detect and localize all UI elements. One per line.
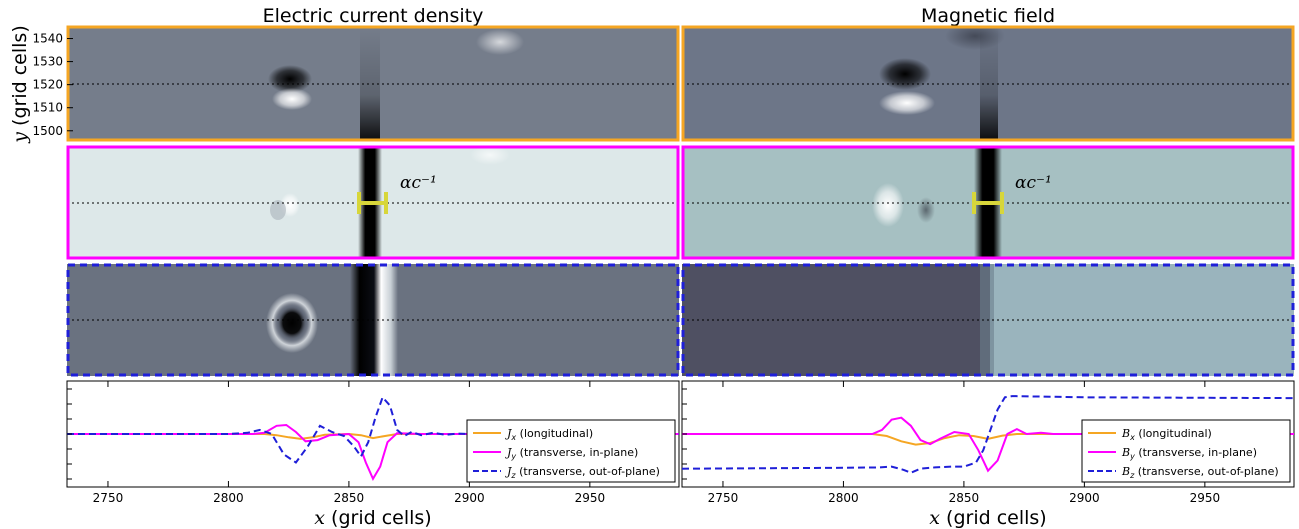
legend-symbol: J: [505, 465, 512, 478]
y-axis: 1500 1510 1520 1530 1540: [32, 32, 73, 138]
annotation-alpha-left: αc⁻¹: [400, 173, 437, 193]
x-tick-label: 2950: [575, 491, 606, 505]
series-line-y: [682, 416, 1294, 473]
legend-subscript: x: [510, 433, 516, 442]
x-axis-unit-right: (grid cells): [946, 507, 1047, 529]
legend-label: Bz (transverse, out-of-plane): [1121, 465, 1279, 480]
x-tick-label: 2750: [708, 491, 739, 505]
legend-label: Jx (longitudinal): [505, 427, 593, 442]
legend-label: By (transverse, in-plane): [1121, 446, 1257, 461]
y-tick-label: 1530: [32, 55, 63, 69]
legend-b: Bx (longitudinal)By (transverse, in-plan…: [1081, 419, 1291, 483]
plot-j-axes: 2750 2800 2850 2900 2950: [67, 381, 605, 505]
series-line-x: [682, 433, 1294, 446]
border-jz: [66, 263, 680, 377]
x-tick-label: 2900: [454, 491, 485, 505]
x-tick-label: 2900: [1069, 491, 1100, 505]
y-tick-label: 1510: [32, 101, 63, 115]
legend-symbol: B: [1121, 465, 1130, 478]
border-jx: [66, 25, 680, 142]
annotation-alpha-right: αc⁻¹: [1015, 173, 1052, 193]
title-right: Magnetic field: [921, 5, 1055, 27]
x-tick-label: 2800: [828, 491, 859, 505]
border-by: [681, 145, 1295, 260]
legend-subscript: z: [1129, 471, 1135, 480]
plot-b: [682, 395, 1294, 474]
x-axis-var-left: x: [314, 507, 325, 529]
border-jy: [66, 145, 680, 260]
x-tick-label: 2800: [213, 491, 244, 505]
legend-box: [1081, 419, 1291, 483]
x-tick-label: 2850: [334, 491, 365, 505]
border-bz: [681, 263, 1295, 377]
y-tick-label: 1500: [32, 124, 63, 138]
y-tick-label: 1520: [32, 78, 63, 92]
x-axis-label-left: x (grid cells): [314, 507, 431, 529]
legend-subscript: x: [1129, 433, 1135, 442]
heatmap-bx: [682, 26, 1294, 141]
legend-subscript: z: [510, 471, 516, 480]
x-tick-label: 2750: [93, 491, 124, 505]
legend-label: Jz (transverse, out-of-plane): [505, 465, 660, 480]
legend-desc: (transverse, in-plane): [516, 446, 638, 459]
legend-j: Jx (longitudinal)Jy (transverse, in-plan…: [466, 419, 676, 483]
plot-b-axes: 2750 2800 2850 2900 2950: [682, 381, 1220, 505]
legend-subscript: y: [510, 452, 516, 461]
legend-desc: (transverse, in-plane): [1135, 446, 1257, 459]
series-line-z: [682, 395, 1294, 474]
svg-text:y (grid cells): y (grid cells): [9, 25, 31, 143]
x-axis-unit-left: (grid cells): [331, 507, 432, 529]
legend-symbol: J: [505, 427, 512, 440]
title-left: Electric current density: [263, 5, 484, 27]
legend-box: [466, 419, 676, 483]
y-axis-unit: (grid cells): [9, 25, 31, 126]
legend-subscript: y: [1129, 452, 1135, 461]
x-tick-label: 2950: [1190, 491, 1221, 505]
legend-desc: (transverse, out-of-plane): [1134, 465, 1278, 478]
legend-symbol: B: [1121, 446, 1130, 459]
y-axis-var: y: [9, 132, 31, 144]
x-tick-label: 2850: [949, 491, 980, 505]
legend-desc: (transverse, out-of-plane): [516, 465, 660, 478]
y-tick-label: 1540: [32, 32, 63, 46]
legend-symbol: J: [505, 446, 512, 459]
y-axis-label: y (grid cells): [9, 25, 31, 143]
legend-symbol: B: [1121, 427, 1130, 440]
legend-label: Bx (longitudinal): [1121, 427, 1212, 442]
plot-j: [67, 395, 679, 481]
width-markers: [357, 192, 1004, 214]
x-axis-label-right: x (grid cells): [929, 507, 1046, 529]
legend-desc: (longitudinal): [1135, 427, 1212, 440]
x-axis-var-right: x: [929, 507, 940, 529]
series-line-z: [67, 395, 679, 464]
border-bx: [681, 25, 1295, 142]
legend-desc: (longitudinal): [516, 427, 593, 440]
legend-label: Jy (transverse, in-plane): [505, 446, 638, 461]
